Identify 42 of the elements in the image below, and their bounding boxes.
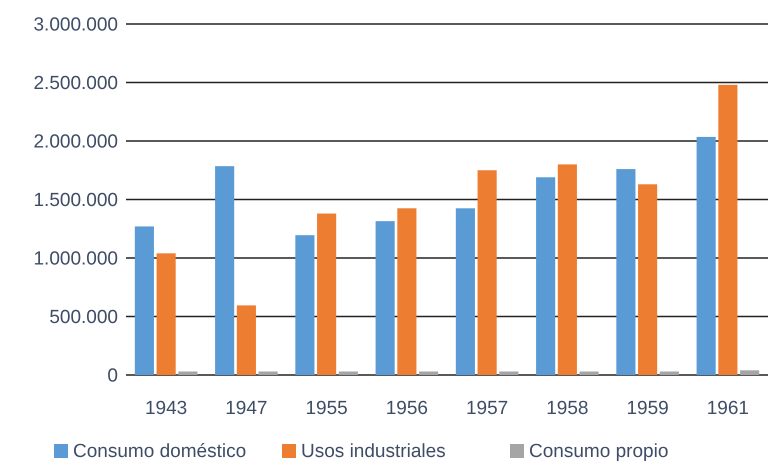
bar [215,166,234,375]
bar [499,371,518,375]
x-tick-label: 1961 [706,398,750,419]
y-tick-label: 1.500.000 [33,190,118,212]
bar [178,371,198,375]
x-tick-label: 1947 [225,398,268,419]
bar [419,371,438,375]
x-tick-label: 1943 [144,398,188,419]
x-tick-label: 1958 [546,398,589,419]
bar [456,208,475,375]
bar [616,169,636,375]
bar [696,136,716,375]
bar [295,235,314,375]
bar [258,371,278,375]
bar [536,177,556,375]
bar [660,371,679,375]
bar [478,170,497,375]
y-tick-label: 3.000.000 [33,14,118,36]
bar [740,370,760,375]
y-tick-label: 0 [107,366,118,387]
bar [580,371,599,375]
bar [156,253,176,375]
x-tick-label: 1955 [305,398,348,419]
bar [558,164,577,375]
legend-label: Consumo propio [529,441,668,462]
legend-label: Consumo doméstico [73,441,246,462]
bar [376,221,395,375]
bar [236,305,256,375]
x-tick-label: 1957 [466,398,508,419]
y-tick-label: 1.000.000 [33,248,118,270]
bar [718,84,738,375]
bar [338,371,358,375]
x-tick-label: 1956 [386,398,428,419]
x-tick-label: 1959 [626,398,669,419]
y-tick-label: 2.500.000 [33,73,118,94]
y-tick-label: 500.000 [49,307,118,328]
bar [638,184,658,375]
bar [317,214,336,375]
bar [397,208,416,375]
bar [134,226,154,375]
legend-label: Usos industriales [301,441,446,462]
y-tick-label: 2.000.000 [33,132,118,153]
